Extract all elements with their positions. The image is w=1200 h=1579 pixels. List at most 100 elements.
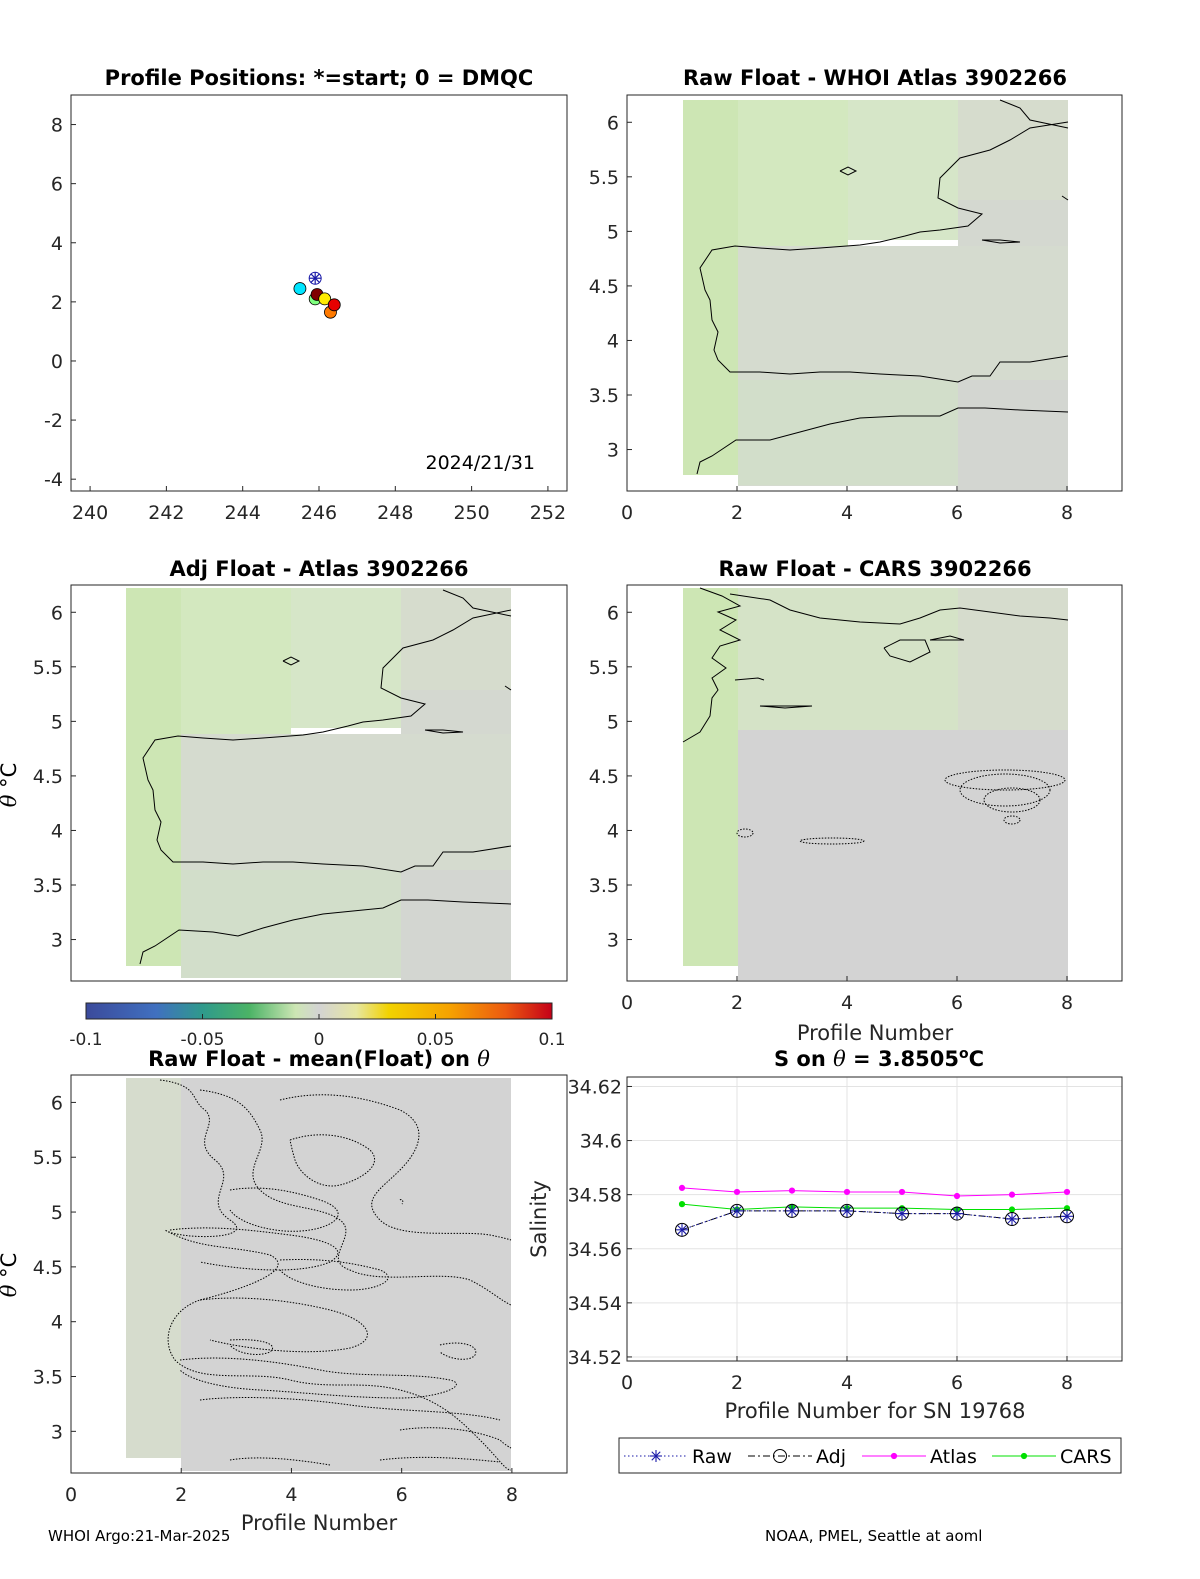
- x-tick-label: 0: [621, 992, 633, 1014]
- whoi-y-ticks: 3 3.5 4 4.5 5 5.5 6: [589, 112, 632, 462]
- x-tick-label: 244: [225, 502, 261, 524]
- salinity-x-ticks: 0 2 4 6 8: [621, 1356, 1073, 1394]
- data-point: [898, 1188, 906, 1196]
- data-point: [731, 1204, 743, 1217]
- adj-title: Adj Float - Atlas 3902266: [169, 557, 468, 581]
- salinity-y-ticks: 34.52 34.54 34.56 34.58 34.6 34.62: [568, 1076, 632, 1369]
- y-tick-label: 6: [51, 1092, 63, 1114]
- legend-label: Atlas: [930, 1446, 977, 1468]
- adj-axes-frame: [70, 584, 568, 982]
- series-line: [681, 1210, 1068, 1231]
- footer-left: WHOI Argo:21-Mar-2025: [48, 1527, 231, 1545]
- positions-points: [293, 271, 341, 319]
- salinity-panel: S on θ = 3.8505oC 0 2 4 6 8 34.5234.5434.563…: [527, 1046, 1123, 1474]
- adj-heatmap: [126, 588, 512, 980]
- x-tick-label: 2: [731, 992, 743, 1014]
- data-point: [678, 1201, 686, 1208]
- y-tick-label: 5: [607, 711, 619, 733]
- data-point: [1006, 1213, 1018, 1225]
- x-tick-label: 6: [951, 1372, 963, 1394]
- salinity-y-label: Salinity: [527, 1180, 551, 1258]
- y-tick-label: 5.5: [589, 167, 619, 189]
- y-tick-label: 3: [51, 1421, 63, 1443]
- x-tick-label: 4: [841, 1372, 853, 1394]
- data-point: [1008, 1191, 1016, 1198]
- positions-date-label: 2024/21/31: [425, 452, 535, 474]
- y-tick-label: 6: [607, 112, 619, 134]
- y-tick-label: 4.5: [589, 766, 619, 788]
- series-raw: [676, 1204, 1073, 1236]
- adj-y-ticks: 3 3.5 4 4.5 5 5.5 6: [33, 602, 76, 952]
- data-point: [650, 1450, 662, 1462]
- data-point: [1005, 1212, 1019, 1226]
- legend-label: CARS: [1060, 1446, 1112, 1468]
- data-point: [786, 1204, 798, 1217]
- whoi-axes-frame: [626, 94, 1123, 492]
- cars-x-ticks: 0 2 4 6 8: [621, 976, 1073, 1014]
- x-tick-label: 250: [453, 502, 489, 524]
- mean-y-label: θ °C: [0, 1253, 21, 1298]
- whoi-heatmap: [683, 99, 1069, 490]
- y-tick-label: 4: [607, 330, 619, 352]
- mean-heatmap: [126, 1078, 512, 1471]
- positions-title: Profile Positions: *=start; 0 = DMQC: [105, 66, 534, 90]
- y-tick-label: 4: [51, 820, 63, 842]
- y-tick-label: 4: [51, 233, 63, 255]
- data-point: [1061, 1210, 1073, 1223]
- cars-heatmap: [682, 587, 1069, 980]
- data-point: [788, 1187, 796, 1194]
- y-tick-label: 5: [51, 711, 63, 733]
- series-line: [681, 1210, 1068, 1231]
- data-point: [1060, 1209, 1074, 1224]
- y-tick-label: 5: [607, 221, 619, 243]
- start-marker: [308, 271, 322, 285]
- y-tick-label: 4.5: [33, 1257, 63, 1279]
- colorbar-tick-label: 0.05: [417, 1030, 455, 1050]
- x-tick-label: 4: [841, 992, 853, 1014]
- data-point: [840, 1203, 854, 1218]
- x-tick-label: 2: [731, 1372, 743, 1394]
- legend-item-raw: Raw: [624, 1446, 732, 1468]
- y-tick-label: -4: [44, 469, 63, 491]
- cars-panel: Raw Float - CARS 3902266 0 2 4 6 8 3 3.5 4 4.5 5…: [589, 557, 1123, 1045]
- data-point: [841, 1204, 853, 1217]
- x-tick-label: 242: [148, 502, 184, 524]
- y-tick-label: 8: [51, 115, 63, 137]
- x-tick-label: 0: [621, 1372, 633, 1394]
- cars-title: Raw Float - CARS 3902266: [718, 557, 1031, 581]
- colorbar-tick-label: 0: [314, 1030, 325, 1050]
- profile-position-point: [327, 298, 341, 312]
- data-point: [890, 1452, 898, 1460]
- y-tick-label: 5.5: [33, 1147, 63, 1169]
- x-tick-label: 6: [951, 992, 963, 1014]
- whoi-x-ticks: 0 2 4 6 8: [621, 486, 1073, 524]
- salinity-axes-bg: [627, 1077, 1122, 1361]
- x-tick-label: 252: [530, 502, 566, 524]
- cars-x-label: Profile Number: [797, 1021, 954, 1045]
- legend-item-cars: CARS: [992, 1446, 1112, 1468]
- legend-label: Adj: [816, 1446, 846, 1468]
- y-tick-label: 4: [51, 1312, 63, 1334]
- data-point: [676, 1223, 688, 1236]
- data-point: [678, 1184, 686, 1191]
- y-tick-label: 4: [607, 820, 619, 842]
- data-point: [785, 1203, 799, 1218]
- data-point: [1063, 1188, 1071, 1196]
- data-point: [1008, 1206, 1016, 1213]
- y-tick-label: 34.52: [568, 1347, 622, 1369]
- salinity-axes-frame: [626, 1076, 1123, 1362]
- y-tick-label: 3.5: [589, 385, 619, 407]
- mean-y-ticks: 3 3.5 4 4.5 5 5.5 6: [33, 1092, 76, 1443]
- data-point: [675, 1222, 689, 1237]
- salinity-legend: Raw Adj Atlas CARS: [618, 1437, 1122, 1474]
- x-tick-label: 8: [1061, 1372, 1073, 1394]
- legend-label: Raw: [692, 1446, 732, 1468]
- x-tick-label: 248: [377, 502, 413, 524]
- y-tick-label: 3.5: [33, 1367, 63, 1389]
- salinity-series: [675, 1184, 1074, 1237]
- x-tick-label: 2: [731, 502, 743, 524]
- y-tick-label: 34.6: [580, 1131, 622, 1153]
- salinity-title: S on θ = 3.8505oC: [774, 1046, 984, 1071]
- x-tick-label: 4: [841, 502, 853, 524]
